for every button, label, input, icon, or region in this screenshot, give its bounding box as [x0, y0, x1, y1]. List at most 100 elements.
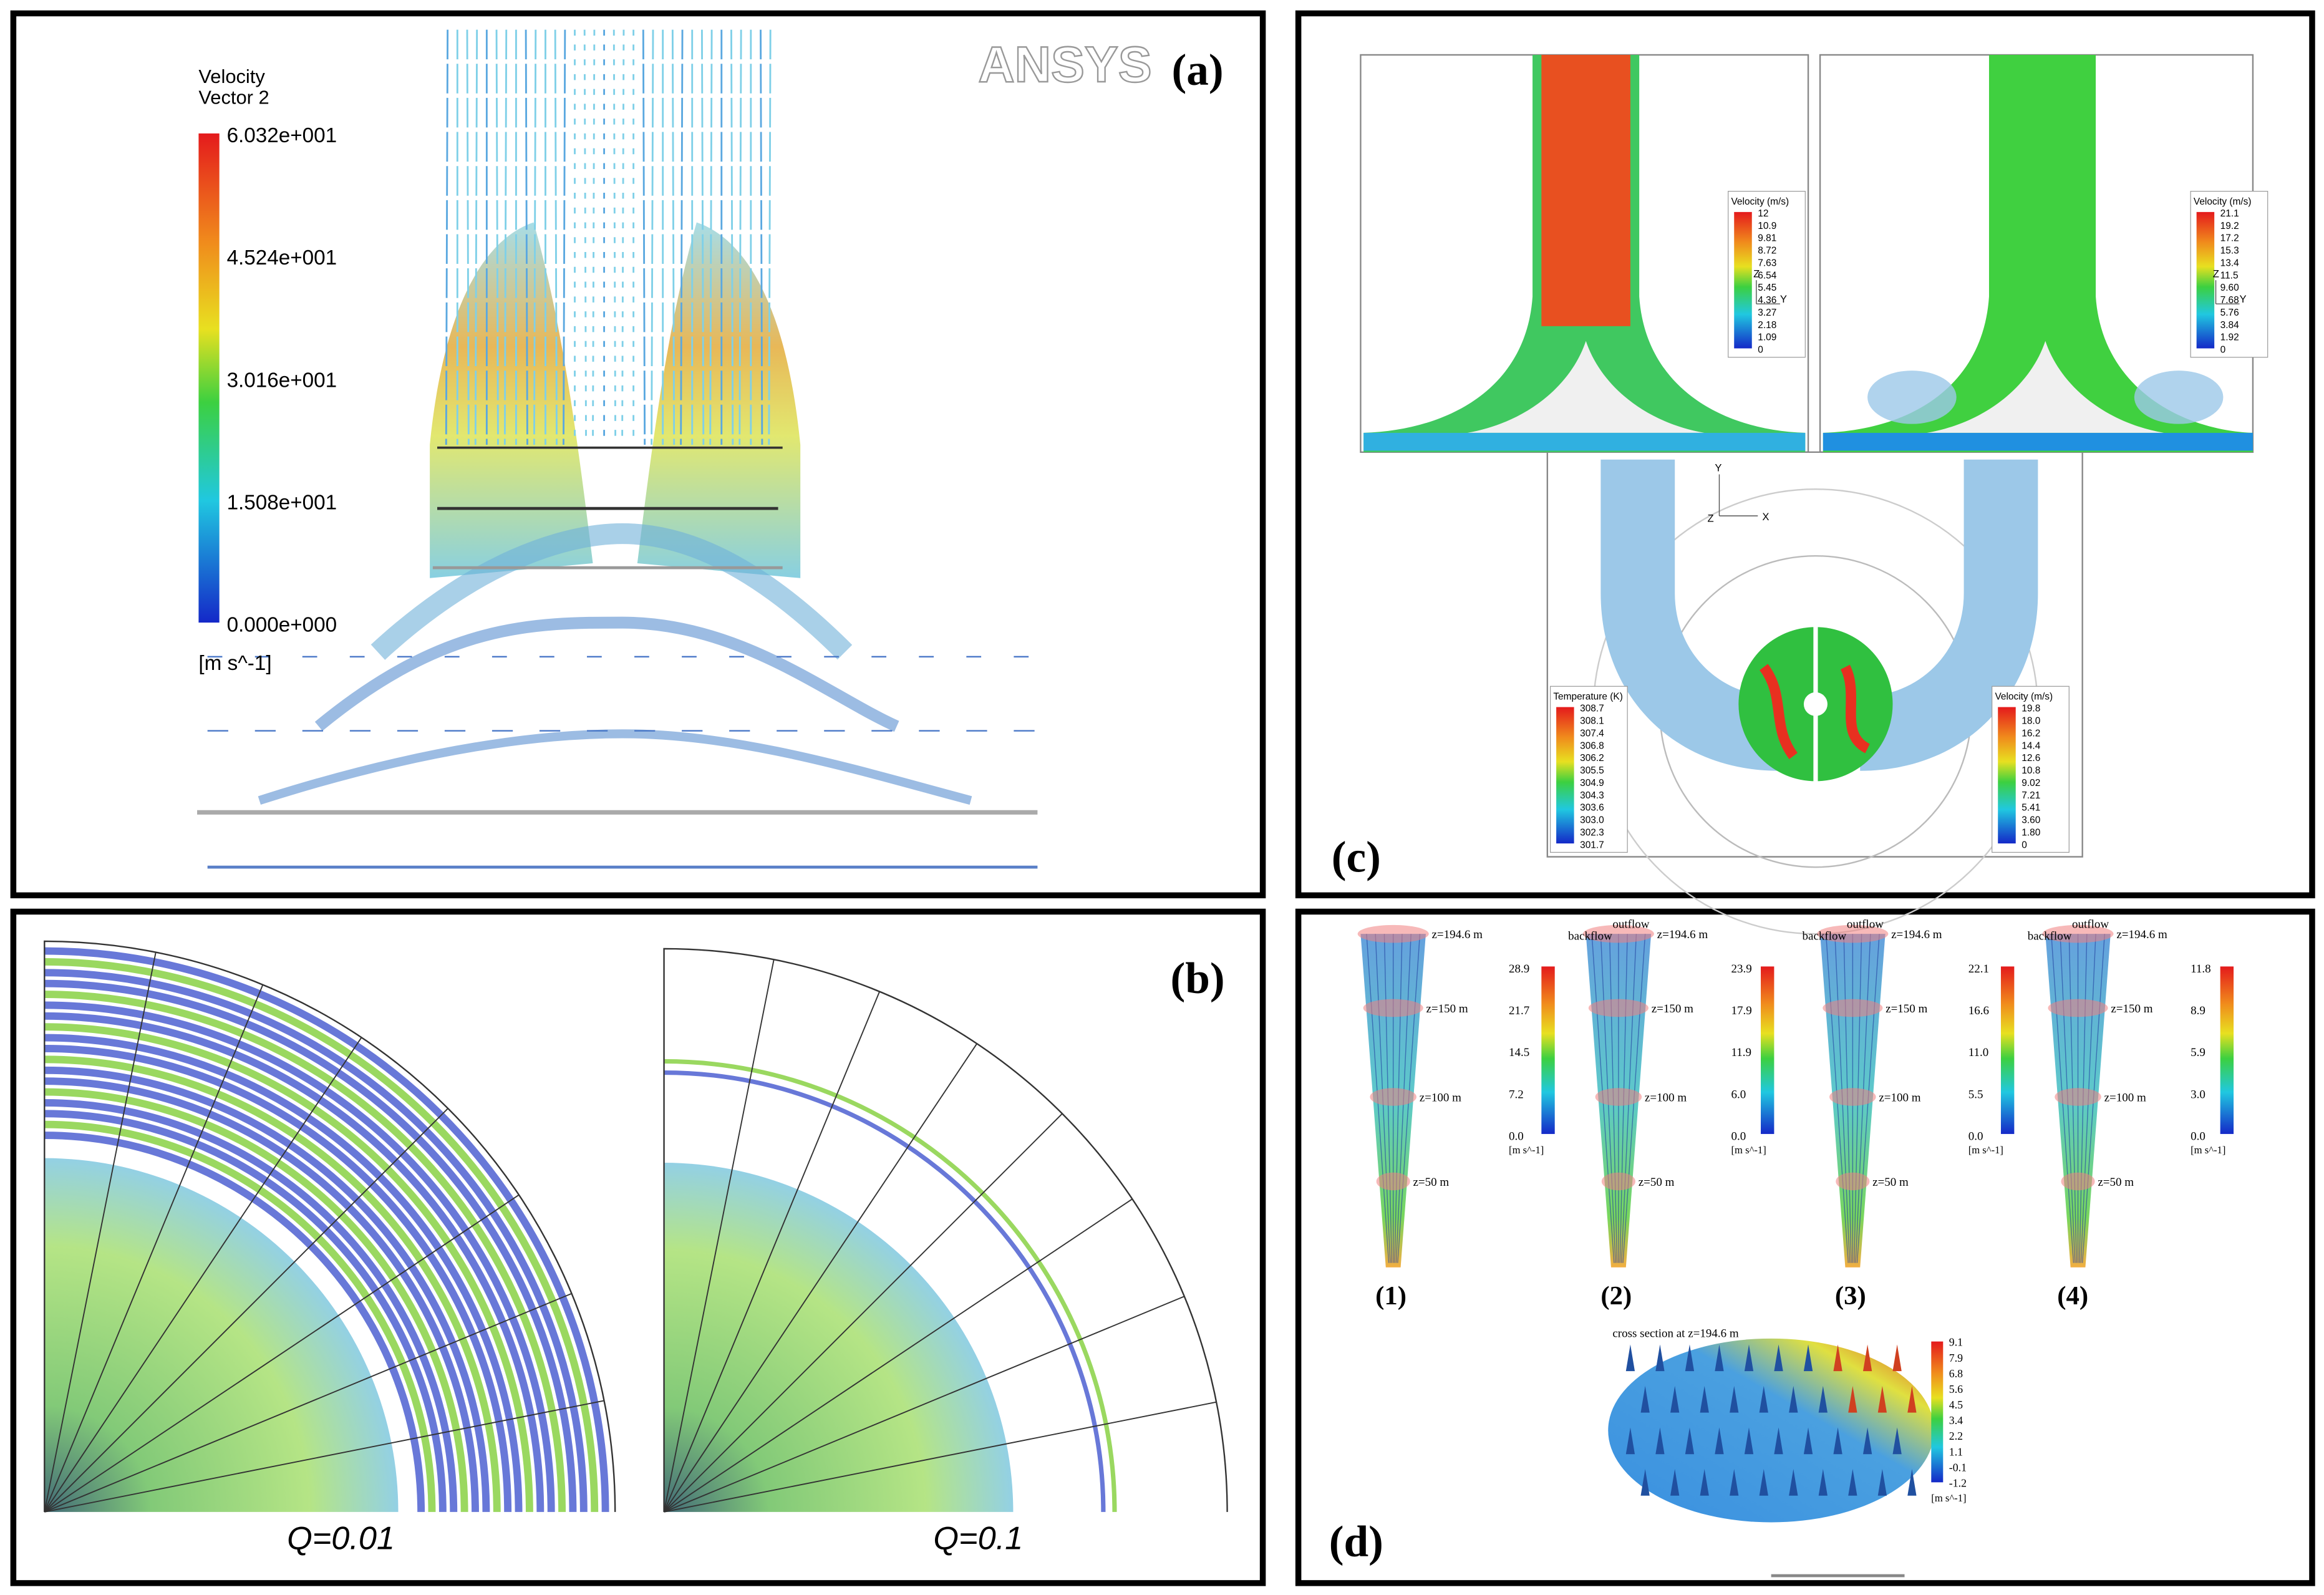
vector-cone	[1759, 1385, 1768, 1413]
colorbar-tick: 5.45	[1758, 283, 1776, 293]
vector-cone	[1625, 1344, 1635, 1372]
vector-cone	[1774, 1427, 1783, 1455]
frame	[44, 940, 616, 1512]
colorbar-tick: 21.7	[1509, 1004, 1529, 1017]
axis-label: X	[1762, 511, 1769, 523]
colorbar-tick: 14.5	[1509, 1046, 1529, 1059]
vector	[563, 29, 566, 445]
axis-label: Z	[1753, 268, 1760, 279]
colorbar-title: Velocity	[198, 65, 265, 87]
vector	[709, 29, 713, 445]
level-label: z=194.6 m	[2116, 928, 2167, 941]
colorbar-tick: 7.21	[2021, 790, 2040, 801]
vector-cone	[1640, 1468, 1650, 1496]
backflow-label: backflow	[2028, 930, 2072, 943]
colorbar-tick: 7.63	[1758, 258, 1776, 268]
colorbar-tick: 10.8	[2021, 765, 2040, 776]
backflow-label: backflow	[1568, 930, 1612, 943]
radial-line	[664, 1296, 1185, 1513]
vector	[583, 29, 588, 445]
colorbar-tick: 14.4	[2021, 740, 2040, 751]
vector-cone	[1744, 1427, 1754, 1455]
colorbar	[1761, 966, 1774, 1134]
vector-cone	[1670, 1468, 1680, 1496]
panel-label: (d)	[1329, 1517, 1383, 1566]
level-label: z=150 m	[1652, 1002, 1693, 1016]
colorbar-tick: 19.8	[2021, 704, 2040, 714]
vector	[700, 29, 705, 445]
colorbar-tick: 17.9	[1731, 1004, 1751, 1017]
colorbar-tick: 9.60	[2220, 283, 2239, 293]
colorbar-unit: [m s^-1]	[1731, 1144, 1766, 1156]
colorbar-tick: 6.54	[1758, 270, 1776, 281]
colorbar-tick: 3.60	[2021, 815, 2040, 826]
vector-cone	[1640, 1385, 1650, 1413]
vector-cone	[1685, 1344, 1695, 1372]
radial-line	[44, 952, 157, 1513]
colorbar-tick: 305.5	[1580, 765, 1604, 776]
colorbar-tick: 11.8	[2191, 962, 2211, 976]
vector-cone	[1862, 1427, 1872, 1455]
vector-cone	[1803, 1427, 1813, 1455]
case-label: (3)	[1835, 1281, 1866, 1311]
colorbar-tick: 10.9	[1758, 221, 1776, 231]
colorbar-unit: [m s^-1]	[1968, 1144, 2003, 1156]
vector	[554, 29, 558, 445]
colorbar-tick: 302.3	[1580, 827, 1604, 838]
pipe-contours	[1360, 54, 2254, 935]
colorbar-tick: 1.92	[2220, 332, 2239, 343]
colorbar-title: Velocity (m/s)	[2194, 196, 2252, 207]
vector-cone	[1685, 1427, 1695, 1455]
colorbar	[1734, 211, 1752, 349]
level-section	[1376, 1172, 1410, 1191]
colorbar-tick: 17.2	[2220, 233, 2239, 244]
vector-cone	[1700, 1468, 1709, 1496]
radial-line	[44, 984, 264, 1513]
vector	[768, 29, 772, 445]
colorbar-tick: 0.0	[1731, 1130, 1746, 1143]
colorbar-tick: 11.5	[2220, 270, 2239, 281]
caption: Q=0.1	[933, 1520, 1023, 1556]
colorbar-tick: 15.3	[2220, 246, 2239, 256]
vector	[592, 29, 596, 445]
level-section	[1363, 999, 1423, 1017]
level-label: z=50 m	[1639, 1176, 1675, 1189]
colorbar-tick: 308.1	[1580, 716, 1604, 727]
vector	[642, 29, 646, 445]
vector	[738, 29, 742, 445]
colorbar-tick: 7.9	[1949, 1352, 1963, 1364]
colorbar-tick: 22.1	[1968, 962, 1989, 976]
section-caption: cross section at z=194.6 m	[1612, 1327, 1738, 1340]
colorbar-tick: -1.2	[1949, 1476, 1967, 1489]
colorbar-tick: 5.76	[2220, 308, 2239, 318]
colorbar-tick: 5.5	[1968, 1088, 1983, 1101]
vector-cone	[1833, 1344, 1842, 1372]
colorbar-tick: 23.9	[1731, 962, 1751, 976]
level-section	[1823, 999, 1883, 1017]
axis-label: Z	[1707, 513, 1713, 525]
colorbar-tick: 308.7	[1580, 704, 1604, 714]
colorbar-tick: 13.4	[2220, 258, 2239, 268]
cone-streamlines	[1357, 924, 2114, 1578]
vector-cone	[1730, 1385, 1739, 1413]
axis-label: Y	[1780, 293, 1787, 305]
vector	[466, 29, 470, 445]
axis-label: Z	[2213, 268, 2219, 279]
level-label: z=194.6 m	[1657, 928, 1708, 941]
colorbar-tick: 1.09	[1758, 332, 1776, 343]
colorbar-tick: 12.6	[2021, 753, 2040, 764]
case-label: (4)	[2057, 1281, 2088, 1311]
colorbar-tick: 0	[2021, 840, 2027, 850]
level-section	[1836, 1172, 1870, 1191]
level-section	[1370, 1088, 1416, 1106]
colorbar-tick: 11.9	[1731, 1046, 1751, 1059]
vector-cone	[1625, 1427, 1635, 1455]
vector-cone	[1907, 1468, 1917, 1496]
colorbar-tick: 9.02	[2021, 778, 2040, 788]
vector-cone	[1803, 1344, 1813, 1372]
colorbar-title: Velocity (m/s)	[1995, 692, 2053, 702]
colorbar-unit: [m s^-1]	[1931, 1492, 1966, 1504]
colorbar-unit: [m s^-1]	[198, 652, 271, 675]
radial-line	[664, 1401, 1217, 1513]
